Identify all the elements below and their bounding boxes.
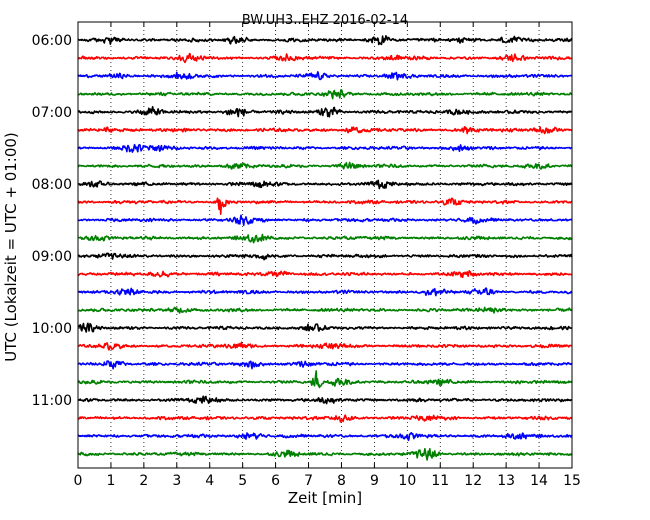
y-tick-label: 08:00	[32, 177, 72, 193]
x-tick-label: 13	[497, 473, 515, 489]
x-tick-label: 14	[530, 473, 548, 489]
trace-row-0845	[77, 233, 573, 244]
y-tick-label: 11:00	[32, 393, 72, 409]
x-tick-label: 4	[205, 473, 214, 489]
trace-row-0715	[77, 126, 573, 135]
x-axis-label: Zeit [min]	[288, 489, 362, 507]
trace-row-0815	[77, 197, 573, 216]
x-tick-label: 11	[431, 473, 449, 489]
trace-row-1115	[77, 414, 573, 423]
x-tick-label: 15	[563, 473, 581, 489]
x-tick-label: 8	[337, 473, 346, 489]
x-axis: 0 1 2 3 4 5 6 7 8 9 10 11 12 13 14 15	[74, 22, 581, 489]
y-tick-label: 10:00	[32, 321, 72, 337]
trace-row-1100	[77, 395, 573, 405]
x-tick-label: 5	[238, 473, 247, 489]
y-axis: 06:00 07:00 08:00 09:00 10:00 11:00	[32, 33, 572, 409]
x-tick-label: 9	[370, 473, 379, 489]
chart-title: BW.UH3..EHZ 2016-02-14	[242, 13, 408, 28]
trace-row-0900	[77, 252, 573, 261]
trace-row-1045	[77, 370, 573, 389]
trace-row-0745	[77, 161, 573, 170]
x-tick-label: 12	[464, 473, 482, 489]
trace-row-1145	[77, 447, 573, 461]
x-tick-label: 6	[271, 473, 280, 489]
trace-row-0700	[77, 105, 573, 118]
seismic-traces	[77, 35, 573, 461]
trace-row-1000	[77, 322, 573, 333]
trace-row-0645	[77, 89, 573, 100]
trace-row-0600	[77, 35, 573, 46]
y-tick-label: 07:00	[32, 105, 72, 121]
x-tick-label: 3	[172, 473, 181, 489]
plot-frame	[77, 21, 573, 469]
x-tick-label: 10	[398, 473, 416, 489]
trace-row-0830	[77, 214, 573, 227]
trace-row-1030	[77, 360, 573, 370]
trace-row-1130	[77, 431, 573, 442]
x-tick-label: 1	[106, 473, 115, 489]
y-tick-label: 06:00	[32, 33, 72, 49]
trace-row-0630	[77, 71, 573, 81]
trace-row-0800	[77, 179, 573, 190]
trace-row-0945	[77, 306, 573, 314]
trace-row-0930	[77, 287, 573, 297]
x-tick-label: 7	[304, 473, 313, 489]
trace-row-0915	[77, 270, 573, 279]
x-tick-label: 0	[74, 473, 83, 489]
y-axis-label: UTC (Lokalzeit = UTC + 01:00)	[2, 132, 20, 362]
y-tick-label: 09:00	[32, 249, 72, 265]
x-tick-label: 2	[139, 473, 148, 489]
trace-row-0730	[77, 143, 573, 153]
trace-row-0615	[77, 52, 573, 64]
trace-row-1015	[77, 341, 573, 351]
